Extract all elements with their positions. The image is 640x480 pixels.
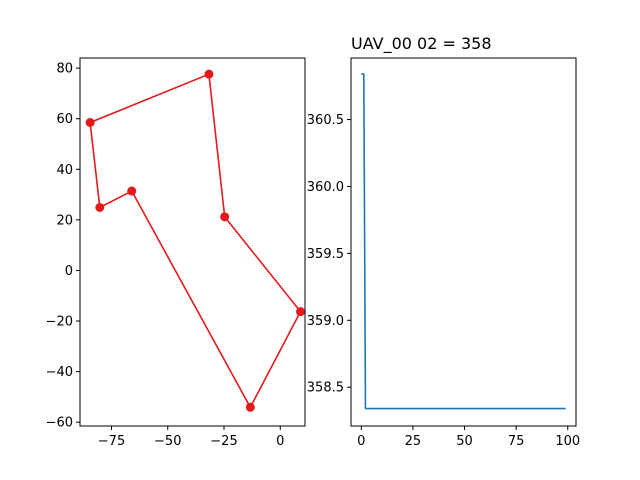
left-x-tick-label: −50 xyxy=(154,434,181,449)
left-plot: −75 −50 −25 0 −60 −40 −20 0 20 40 60 80 xyxy=(46,57,306,449)
right-plot-frame xyxy=(350,57,577,427)
left-y-tick-label: 0 xyxy=(65,264,73,279)
right-y-tick-label: 359.0 xyxy=(307,314,344,329)
left-data-point xyxy=(204,69,214,79)
left-data-point xyxy=(85,117,95,127)
right-plot-marks xyxy=(361,73,566,410)
left-y-tick-label: 40 xyxy=(56,163,73,178)
left-series-line xyxy=(89,73,302,409)
right-y-tick-label: 359.5 xyxy=(307,247,344,262)
left-y-tick-label: −60 xyxy=(46,416,73,431)
right-plot-title: UAV_00 02 = 358 xyxy=(351,34,492,54)
left-y-tick-label: −40 xyxy=(46,365,73,380)
left-data-point xyxy=(296,307,305,317)
right-x-tick-label: 25 xyxy=(405,434,422,449)
right-plot-ticks: 0 25 50 75 100 358.5 359.0 359.5 360.0 360.5 xyxy=(307,113,580,449)
left-y-tick-label: 20 xyxy=(56,213,73,228)
right-y-tick-label: 358.5 xyxy=(307,381,344,396)
left-x-tick-label: −75 xyxy=(98,434,125,449)
left-data-point xyxy=(95,202,105,212)
right-y-tick-label: 360.0 xyxy=(307,180,344,195)
left-plot-ticks: −75 −50 −25 0 −60 −40 −20 0 20 40 60 80 xyxy=(46,62,285,449)
left-x-tick-label: 0 xyxy=(276,434,284,449)
right-x-tick-label: 75 xyxy=(508,434,525,449)
right-series-line xyxy=(361,73,566,410)
right-x-tick-label: 100 xyxy=(555,434,580,449)
right-plot: UAV_00 02 = 358 0 25 50 75 100 358.5 359.0 359.… xyxy=(307,34,580,449)
right-y-tick-label: 360.5 xyxy=(307,113,344,128)
left-x-tick-label: −25 xyxy=(210,434,237,449)
left-y-tick-label: −20 xyxy=(46,315,73,330)
left-plot-frame xyxy=(79,57,306,427)
left-data-point xyxy=(127,186,137,196)
right-x-tick-label: 0 xyxy=(357,434,365,449)
left-data-point xyxy=(220,212,230,222)
left-y-tick-label: 80 xyxy=(56,62,73,77)
left-data-point xyxy=(245,402,255,412)
left-y-tick-label: 60 xyxy=(56,112,73,127)
left-plot-marks xyxy=(85,69,305,412)
right-x-tick-label: 50 xyxy=(456,434,473,449)
